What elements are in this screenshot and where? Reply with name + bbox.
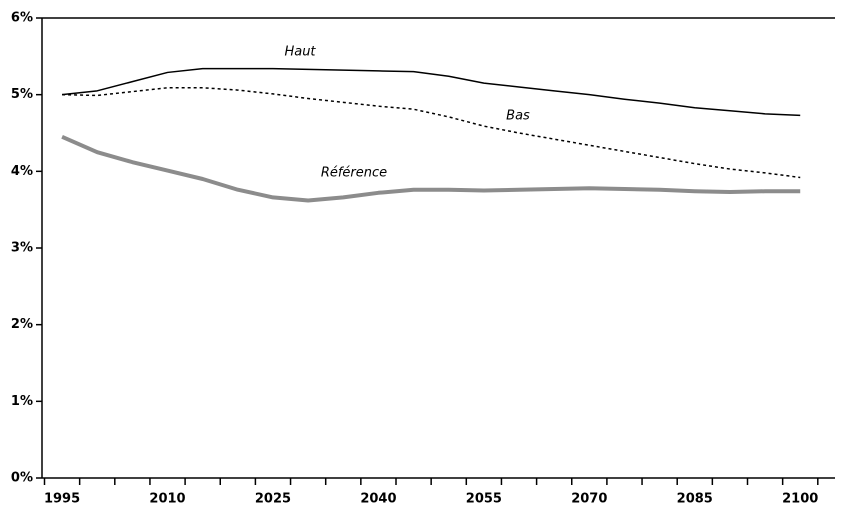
x-tick-label: 2070 bbox=[571, 492, 607, 507]
y-tick-label: 6% bbox=[11, 11, 33, 26]
y-tick-label: 0% bbox=[11, 471, 33, 486]
series-line bbox=[61, 134, 801, 203]
y-tick-label: 1% bbox=[11, 394, 33, 409]
x-tick-label: 1995 bbox=[44, 492, 80, 507]
y-tick-label: 3% bbox=[11, 241, 33, 256]
y-tick-label: 2% bbox=[11, 317, 33, 332]
series-line bbox=[61, 67, 801, 117]
series-line bbox=[62, 87, 801, 179]
x-tick-label: 2100 bbox=[782, 492, 818, 507]
series-label: Référence bbox=[321, 166, 387, 181]
series-label: Haut bbox=[284, 45, 316, 60]
y-tick-label: 4% bbox=[11, 164, 33, 179]
x-tick-label: 2055 bbox=[466, 492, 502, 507]
x-tick-label: 2010 bbox=[149, 492, 185, 507]
x-tick-label: 2040 bbox=[360, 492, 396, 507]
y-tick-label: 5% bbox=[11, 87, 33, 102]
x-tick-label: 2025 bbox=[255, 492, 291, 507]
x-tick-label: 2085 bbox=[677, 492, 713, 507]
series-label: Bas bbox=[506, 109, 530, 124]
